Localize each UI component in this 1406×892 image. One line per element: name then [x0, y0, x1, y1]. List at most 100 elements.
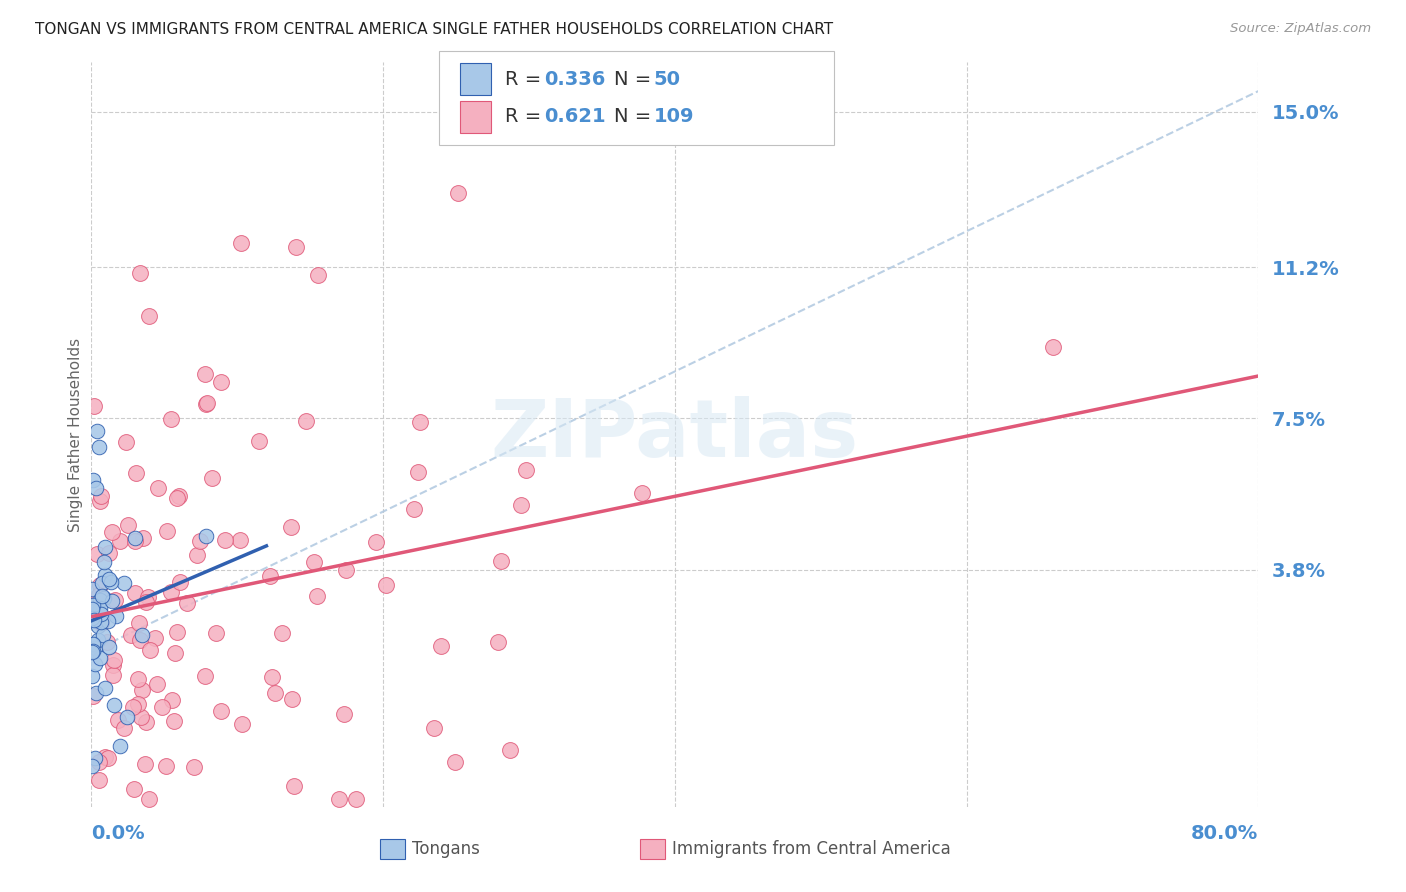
Point — [98, 640, 121, 655]
Point — [89, 578, 111, 592]
Text: Tongans: Tongans — [412, 840, 479, 858]
Point — [83, 641, 105, 656]
Point — [344, 792, 367, 806]
Point — [89, 440, 111, 454]
Point — [104, 593, 127, 607]
Point — [131, 531, 153, 545]
Point — [89, 651, 111, 665]
Text: Source: ZipAtlas.com: Source: ZipAtlas.com — [1230, 22, 1371, 36]
Point — [108, 739, 131, 753]
Point — [90, 615, 112, 630]
Point — [100, 524, 122, 539]
Point — [152, 699, 174, 714]
Point — [409, 415, 432, 429]
Point — [284, 239, 307, 253]
Point — [127, 697, 149, 711]
Point — [91, 628, 114, 642]
Text: 0.336: 0.336 — [544, 70, 606, 89]
Point — [124, 781, 146, 796]
Point — [131, 683, 153, 698]
Point — [260, 670, 283, 684]
Point — [124, 531, 146, 545]
Point — [195, 396, 218, 410]
Point — [86, 607, 108, 621]
Point — [160, 584, 183, 599]
Point — [183, 760, 205, 774]
Point — [375, 578, 398, 592]
Text: 50: 50 — [654, 70, 681, 89]
Point — [509, 498, 531, 512]
Point — [328, 792, 350, 806]
Point — [163, 646, 186, 660]
Point — [139, 643, 162, 657]
Point — [125, 466, 148, 480]
Point — [204, 625, 226, 640]
Point — [129, 710, 152, 724]
Point — [163, 714, 186, 728]
Point — [127, 672, 149, 686]
Point — [86, 548, 108, 562]
Point — [160, 693, 183, 707]
Point — [430, 639, 453, 653]
Point — [136, 591, 159, 605]
Point — [143, 631, 166, 645]
Point — [121, 628, 143, 642]
Point — [87, 633, 110, 648]
Point — [93, 568, 115, 582]
Point — [209, 704, 232, 718]
Point — [83, 613, 105, 627]
Text: N =: N = — [614, 107, 658, 127]
Point — [82, 473, 104, 487]
Point — [115, 435, 138, 450]
Point — [333, 707, 356, 722]
Point — [97, 614, 120, 628]
Point — [117, 517, 139, 532]
Point — [82, 643, 104, 657]
Point — [167, 489, 190, 503]
Point — [515, 463, 537, 477]
Point — [194, 669, 217, 683]
Point — [94, 681, 117, 695]
Point — [214, 533, 236, 548]
Text: R =: R = — [505, 107, 547, 127]
Point — [101, 593, 124, 607]
Point — [186, 548, 208, 562]
Point — [82, 669, 104, 683]
Point — [304, 555, 326, 569]
Point — [98, 572, 121, 586]
Point — [124, 585, 146, 599]
Point — [103, 653, 125, 667]
Text: R =: R = — [505, 70, 547, 89]
Point — [486, 635, 509, 649]
Point — [108, 533, 131, 548]
Point — [135, 595, 157, 609]
Point — [89, 588, 111, 602]
Point — [335, 563, 357, 577]
Text: ZIPatlas: ZIPatlas — [491, 396, 859, 474]
Text: Immigrants from Central America: Immigrants from Central America — [672, 840, 950, 858]
Point — [128, 615, 150, 630]
Point — [166, 624, 188, 639]
Point — [89, 605, 111, 619]
Point — [259, 569, 281, 583]
Point — [280, 520, 302, 534]
Point — [94, 540, 117, 554]
Point — [89, 494, 111, 508]
Point — [364, 535, 387, 549]
Point — [146, 481, 169, 495]
Point — [87, 772, 110, 787]
Point — [166, 491, 188, 506]
Point — [263, 686, 285, 700]
Point — [93, 555, 115, 569]
Point — [209, 375, 232, 389]
Point — [91, 576, 114, 591]
Point — [423, 721, 446, 735]
Text: 109: 109 — [654, 107, 695, 127]
Point — [87, 618, 110, 632]
Point — [101, 668, 124, 682]
Point — [1042, 340, 1064, 354]
Point — [169, 575, 191, 590]
Point — [97, 751, 120, 765]
Point — [83, 751, 105, 765]
Point — [107, 713, 129, 727]
